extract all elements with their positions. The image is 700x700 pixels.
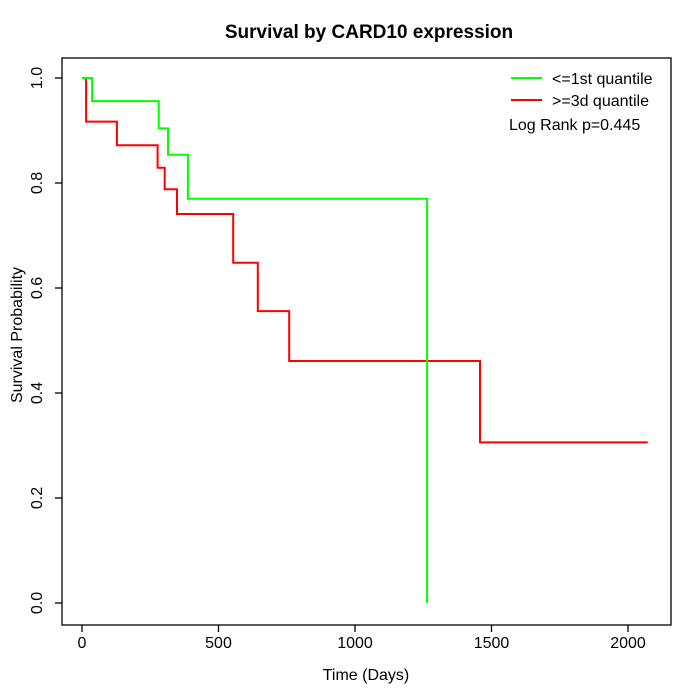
x-tick-label: 1500 xyxy=(474,635,510,652)
x-tick-label: 0 xyxy=(78,635,87,652)
survival-curves xyxy=(82,77,648,603)
y-tick-label: 0.0 xyxy=(29,592,46,614)
x-tick-label: 2000 xyxy=(610,635,646,652)
y-axis: 0.0 0.2 0.4 0.6 0.8 1.0 xyxy=(29,67,62,614)
x-tick-label: 1000 xyxy=(337,635,373,652)
y-axis-title: Survival Probability xyxy=(9,267,26,403)
plot-box xyxy=(61,57,672,626)
x-axis: 0 500 1000 1500 2000 xyxy=(78,625,646,652)
y-tick-label: 1.0 xyxy=(29,67,46,89)
y-tick-label: 0.4 xyxy=(29,382,46,404)
y-tick-label: 0.6 xyxy=(29,277,46,299)
y-tick-label: 0.8 xyxy=(29,172,46,194)
logrank-annotation: Log Rank p=0.445 xyxy=(509,117,640,134)
y-tick-label: 0.2 xyxy=(29,487,46,509)
survival-curve-first-quantile xyxy=(82,77,429,603)
x-tick-label: 500 xyxy=(205,635,232,652)
legend: <=1st quantile >=3d quantile Log Rank p=… xyxy=(509,71,653,134)
chart-title: Survival by CARD10 expression xyxy=(225,22,513,43)
legend-label-third-quantile: >=3d quantile xyxy=(552,93,649,110)
x-axis-title: Time (Days) xyxy=(323,667,410,684)
legend-label-first-quantile: <=1st quantile xyxy=(552,71,653,88)
survival-curve-third-quantile xyxy=(82,77,648,444)
